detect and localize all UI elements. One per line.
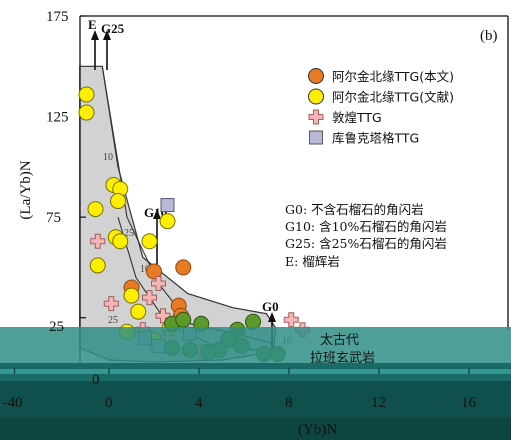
y-tick-group: 75 125 175 (46, 9, 86, 319)
legend-label: 库鲁克塔格TTG (332, 131, 419, 146)
data-point (123, 287, 140, 304)
data-point (90, 233, 106, 249)
field-label-tholeiite: 拉班玄武岩 (310, 351, 375, 366)
x-tick-group: -40 0 4 8 12 16 0 (3, 368, 477, 411)
annotation-line: G10: 含10%石榴石的角闪岩 (285, 219, 447, 234)
data-point (245, 313, 261, 330)
x-tick-label: 0 (92, 372, 100, 388)
teal-band-dark (0, 381, 511, 418)
teal-band-bottom (0, 418, 511, 440)
x-tick-label: 0 (105, 395, 113, 411)
y-tick-label: 175 (46, 9, 69, 25)
teal-band-strip (0, 369, 511, 374)
annotations: G0: 不含石榴石的角闪岩 G10: 含10%石榴石的角闪岩 G25: 含25%… (285, 202, 447, 269)
data-point (175, 311, 192, 328)
x-tick-label: 12 (371, 395, 386, 411)
g10-arrowhead (153, 209, 161, 219)
y-tick-label-25: 25 (49, 319, 64, 335)
data-point (87, 201, 104, 218)
panel-label: (b) (480, 28, 498, 44)
x-tick-label: 8 (285, 395, 293, 411)
curve-tick-label: 25 (124, 228, 134, 239)
annotation-line: E: 榴辉岩 (285, 254, 340, 269)
legend: 阿尔金北缘TTG(本文) 阿尔金北缘TTG(文献) 敦煌TTG 库鲁克塔格TTG (308, 68, 454, 146)
x-axis-label: (Yb)N (298, 422, 337, 438)
data-point (175, 259, 192, 276)
data-point (130, 303, 147, 320)
curve-label-g25: G25 (101, 21, 125, 36)
axes (79, 15, 509, 368)
data-point (103, 296, 119, 312)
g25-arrowhead (103, 30, 111, 40)
data-point (146, 263, 162, 280)
data-point (78, 86, 95, 103)
legend-label: 阿尔金北缘TTG(文献) (332, 90, 454, 105)
curve-tick-label: 10 (103, 152, 113, 163)
data-point (110, 193, 126, 210)
teal-band-light (0, 327, 511, 363)
curve-label-g0: G0 (262, 299, 279, 314)
y-tick-label: 75 (46, 210, 61, 226)
annotation-line: G0: 不含石榴石的角闪岩 (285, 202, 424, 217)
legend-marker (308, 88, 324, 105)
legend-marker (308, 109, 324, 125)
curve-tick-label: 10 (140, 264, 150, 275)
g0-arrowhead (268, 312, 276, 322)
data-point (89, 257, 106, 274)
x-tick-label: 16 (461, 395, 477, 411)
x-tick-label: -40 (3, 395, 23, 411)
data-point (78, 104, 95, 121)
legend-marker (309, 130, 323, 145)
data-point (142, 290, 157, 306)
legend-label: 阿尔金北缘TTG(本文) (332, 69, 454, 84)
data-point (151, 276, 166, 292)
data-point (112, 233, 129, 250)
legend-marker (308, 68, 324, 84)
data-point (160, 198, 175, 213)
data-point (141, 233, 158, 250)
data-point (283, 312, 299, 328)
x-tick-label: 4 (195, 395, 203, 411)
curve-tick-label: 25 (108, 315, 118, 326)
y-tick-label: 125 (46, 110, 69, 126)
lower-overlay-band: 太古代 拉班玄武岩 (0, 327, 511, 440)
eclogite-arrowhead (91, 30, 99, 40)
legend-label: 敦煌TTG (332, 110, 382, 125)
annotation-line: G25: 含25%石榴石的角闪岩 (285, 236, 447, 251)
data-point (159, 213, 176, 230)
curve-label-e: E (88, 17, 97, 32)
field-label-archean: 太古代 (320, 333, 359, 348)
y-axis-label: (La/Yb)N (18, 160, 34, 219)
